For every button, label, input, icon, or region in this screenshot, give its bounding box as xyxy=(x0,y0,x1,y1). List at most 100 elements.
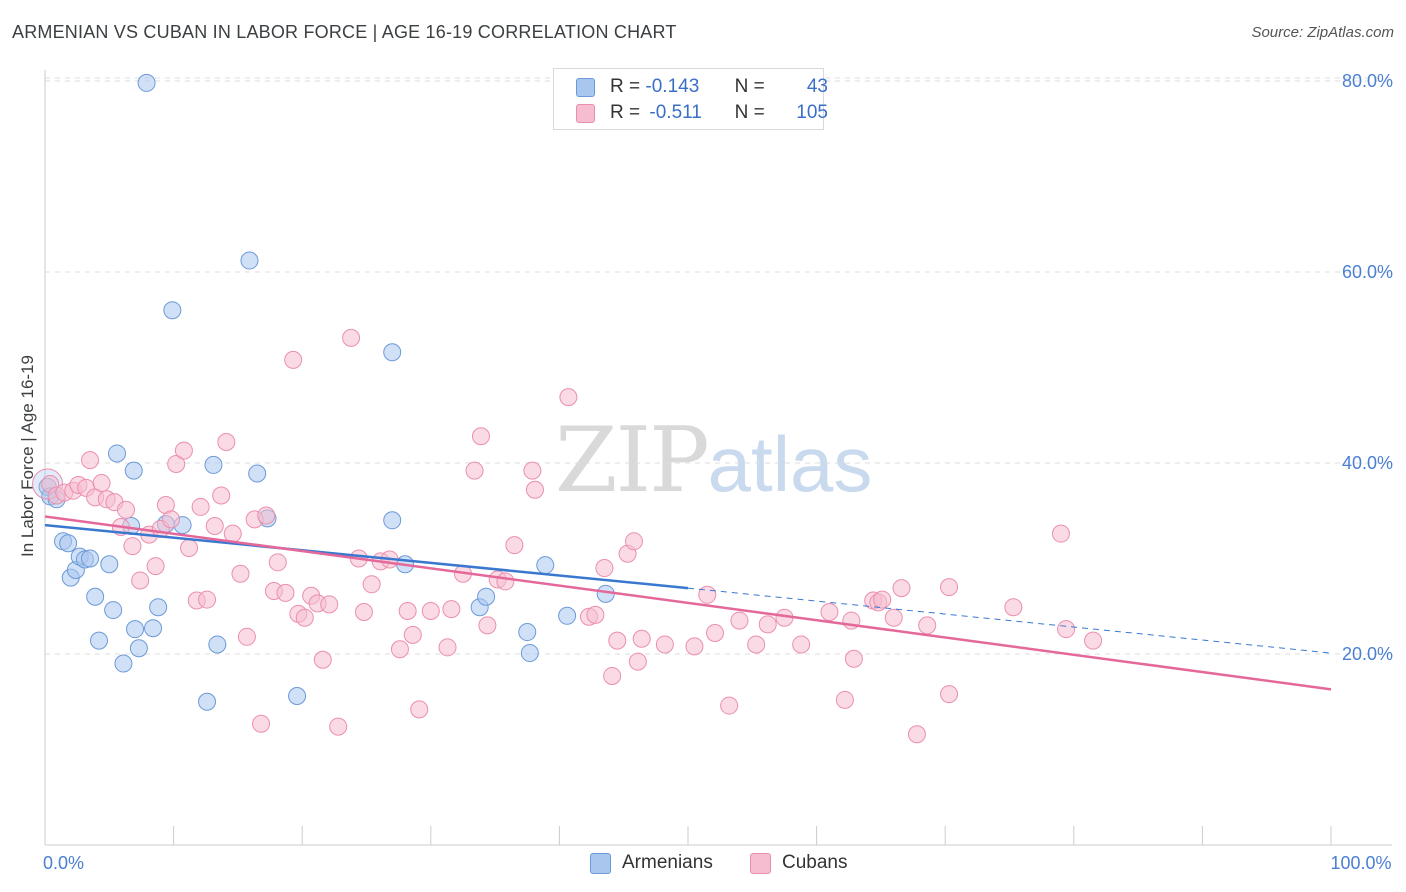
cuban-point xyxy=(706,623,725,642)
x-tick-label: 100.0% xyxy=(1330,853,1391,873)
armenian-point xyxy=(198,692,217,711)
cuban-point xyxy=(465,461,484,480)
y-tick-label: 60.0% xyxy=(1342,262,1393,282)
armenian-r-value: -0.143 xyxy=(645,76,700,97)
cuban-point xyxy=(123,537,142,556)
armenian-point xyxy=(90,631,109,650)
armenian-point xyxy=(520,644,539,663)
armenian-point xyxy=(558,606,577,625)
cuban-point xyxy=(525,480,544,499)
cuban-point xyxy=(421,602,440,621)
armenian-point xyxy=(124,461,143,480)
correlation-legend: R = -0.143 N = 43 R = -0.511 N = 105 xyxy=(553,68,828,130)
cuban-points xyxy=(41,328,1103,744)
chart-title: ARMENIAN VS CUBAN IN LABOR FORCE | AGE 1… xyxy=(12,22,677,42)
armenian-point xyxy=(59,534,78,553)
cuban-point xyxy=(559,388,578,407)
cuban-point xyxy=(320,595,339,614)
cuban-point xyxy=(608,631,627,650)
cuban-point xyxy=(329,717,348,736)
cuban-point xyxy=(342,328,361,347)
armenian-r-label: R = xyxy=(610,76,641,97)
armenian-n-label: N = xyxy=(734,76,765,97)
cuban-point xyxy=(295,608,314,627)
cuban-point xyxy=(632,629,651,648)
cuban-legend-label: Cubans xyxy=(782,852,848,873)
armenian-point xyxy=(104,601,123,620)
armenian-point xyxy=(86,587,105,606)
cuban-point xyxy=(873,590,892,609)
armenian-swatch xyxy=(576,78,595,97)
cuban-point xyxy=(217,432,236,451)
armenian-point xyxy=(114,654,133,673)
cuban-swatch xyxy=(576,104,595,123)
cuban-point xyxy=(586,605,605,624)
cuban-point xyxy=(403,625,422,644)
cuban-point xyxy=(940,685,959,704)
cuban-point xyxy=(505,536,524,555)
armenian-point xyxy=(137,73,156,92)
source-label: Source: ZipAtlas.com xyxy=(1251,24,1394,41)
cuban-point xyxy=(730,611,749,630)
cuban-point xyxy=(1057,620,1076,639)
tick-labels: 20.0% 40.0% 60.0% 80.0% 0.0% 100.0% xyxy=(43,71,1393,873)
watermark: ZIPatlas xyxy=(555,408,872,513)
cuban-point xyxy=(792,635,811,654)
armenian-point xyxy=(477,587,496,606)
cuban-point xyxy=(162,510,181,529)
cuban-point xyxy=(940,578,959,597)
cuban-point xyxy=(1084,631,1103,650)
cuban-point xyxy=(191,497,210,516)
cuban-point xyxy=(595,559,614,578)
trend-layer xyxy=(44,515,1332,691)
armenian-point xyxy=(383,511,402,530)
cuban-point xyxy=(284,350,303,369)
cuban-point xyxy=(685,637,704,656)
cuban-point xyxy=(81,451,100,470)
armenian-point xyxy=(240,251,259,270)
cuban-point xyxy=(624,532,643,551)
axis-layer xyxy=(44,70,1392,846)
cuban-n-value: 105 xyxy=(796,102,828,123)
armenian-points xyxy=(32,73,615,711)
y-tick-label: 40.0% xyxy=(1342,453,1393,473)
cuban-point xyxy=(471,427,490,446)
cuban-point xyxy=(268,553,287,572)
cuban-point xyxy=(442,600,461,619)
armenian-point xyxy=(129,639,148,658)
cuban-point xyxy=(237,627,256,646)
cuban-point xyxy=(205,517,224,536)
cuban-point xyxy=(698,585,717,604)
cuban-r-value: -0.511 xyxy=(649,102,702,123)
cuban-point xyxy=(276,583,295,602)
cuban-point xyxy=(523,461,542,480)
cuban-legend-swatch xyxy=(750,853,771,874)
cuban-trend-line xyxy=(44,515,1332,691)
armenian-legend-swatch xyxy=(590,853,611,874)
y-tick-label: 20.0% xyxy=(1342,644,1393,664)
armenian-point xyxy=(536,556,555,575)
cuban-point xyxy=(252,714,271,733)
cuban-point xyxy=(362,575,381,594)
cuban-point xyxy=(438,638,457,657)
cuban-point xyxy=(496,572,515,591)
armenian-n-value: 43 xyxy=(806,76,828,97)
watermark-atlas: atlas xyxy=(707,420,873,508)
cuban-point xyxy=(174,441,193,460)
armenian-point xyxy=(126,620,145,639)
cuban-point xyxy=(390,640,409,659)
cuban-point xyxy=(907,725,926,744)
cuban-point xyxy=(747,635,766,654)
cuban-point xyxy=(92,474,111,493)
armenian-point xyxy=(208,635,227,654)
legend-cubans-text: R = -0.511 N = 105 xyxy=(610,102,828,124)
armenian-point xyxy=(248,464,267,483)
armenian-point xyxy=(144,619,163,638)
cuban-point xyxy=(1004,598,1023,617)
armenian-point xyxy=(288,687,307,706)
cuban-point xyxy=(146,557,165,576)
armenian-trend-line xyxy=(44,523,689,590)
cuban-point xyxy=(231,564,250,583)
cuban-point xyxy=(180,538,199,557)
